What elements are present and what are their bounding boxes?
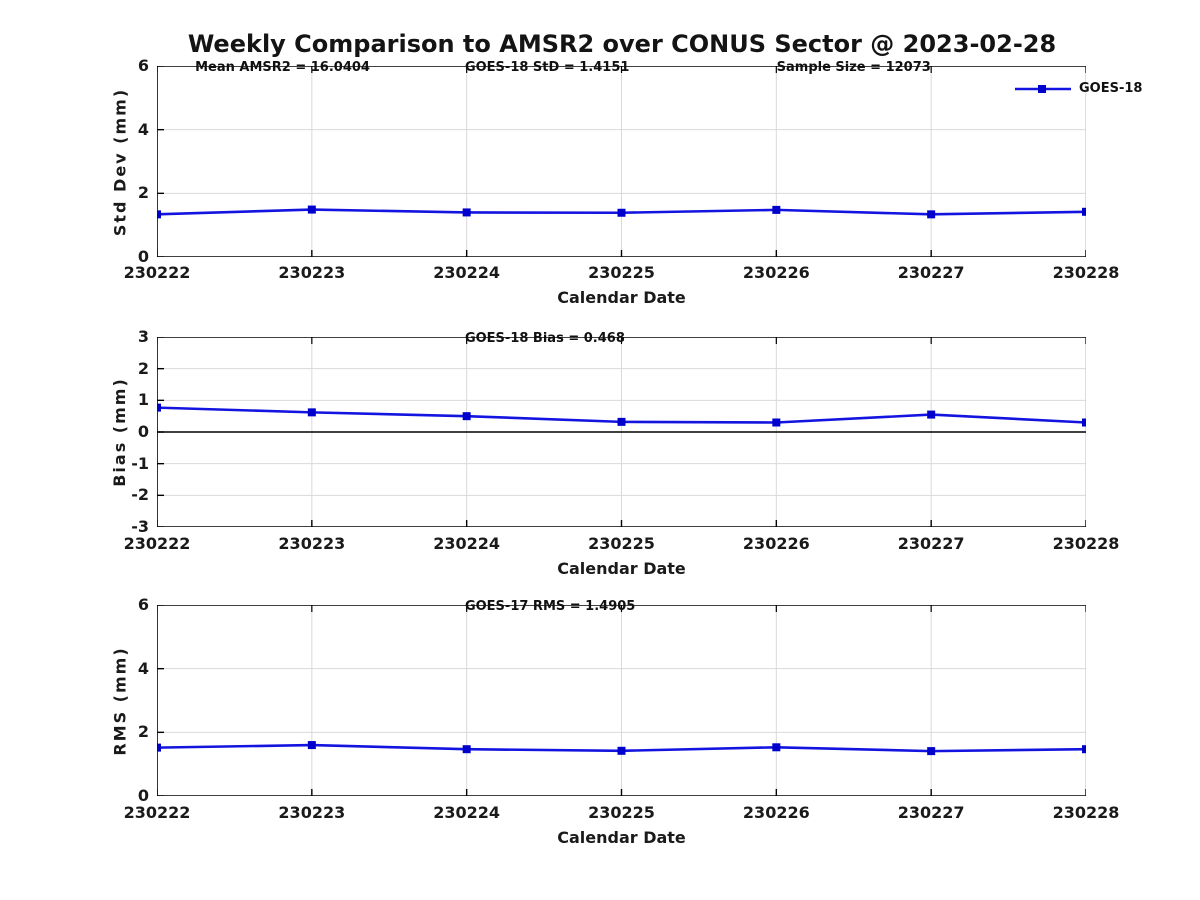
- y-axis-label-0: Std Dev (mm): [110, 87, 129, 236]
- data-marker: [1082, 207, 1086, 216]
- subplot-0-canvas: [157, 66, 1086, 257]
- x-tick-label: 230228: [1052, 534, 1120, 553]
- data-marker: [307, 741, 316, 750]
- data-marker: [307, 205, 316, 214]
- x-tick-label: 230226: [742, 803, 810, 822]
- x-tick-label: 230225: [588, 534, 655, 553]
- y-tick-label: 6: [137, 56, 149, 75]
- data-marker: [927, 210, 936, 219]
- y-tick-label: 2: [137, 358, 149, 378]
- x-tick-label: 230226: [742, 534, 810, 553]
- data-marker: [1082, 418, 1086, 427]
- y-tick-label: 2: [137, 183, 149, 203]
- legend: GOES-18: [1014, 81, 1142, 96]
- y-tick-label: 4: [137, 658, 149, 678]
- subplot-2-canvas: [157, 605, 1086, 796]
- y-tick-label: -3: [131, 517, 149, 536]
- x-tick-label: 230224: [433, 263, 501, 282]
- data-marker: [462, 412, 471, 421]
- figure-title: Weekly Comparison to AMSR2 over CONUS Se…: [187, 30, 1057, 58]
- data-marker: [462, 745, 471, 754]
- x-tick-label: 230225: [588, 263, 655, 282]
- x-tick-label: 230224: [433, 534, 501, 553]
- data-marker: [772, 205, 781, 214]
- data-marker: [617, 746, 626, 755]
- x-tick-label: 230226: [742, 263, 810, 282]
- x-tick-label: 230227: [897, 534, 965, 553]
- data-marker: [772, 743, 781, 752]
- y-tick-label: 3: [137, 327, 149, 346]
- plot-annotation: GOES-17 RMS = 1.4905: [464, 599, 636, 614]
- y-tick-label: 4: [137, 119, 149, 139]
- data-marker: [157, 403, 161, 412]
- x-axis-label-1: Calendar Date: [557, 559, 686, 578]
- subplot-1-canvas: [157, 337, 1086, 527]
- x-tick-label: 230227: [897, 803, 965, 822]
- data-marker: [307, 408, 316, 417]
- y-tick-label: 6: [137, 595, 149, 614]
- data-marker: [927, 410, 936, 419]
- x-tick-label: 230227: [897, 263, 965, 282]
- x-axis-label-0: Calendar Date: [557, 288, 686, 307]
- x-tick-label: 230223: [278, 534, 346, 553]
- plot-annotation: GOES-18 StD = 1.4151: [464, 60, 630, 75]
- data-marker: [772, 418, 781, 427]
- y-tick-label: -2: [131, 485, 149, 505]
- y-tick-label: 0: [137, 247, 149, 266]
- plot-annotation: Mean AMSR2 = 16.0404: [195, 60, 370, 75]
- x-tick-label: 230222: [123, 534, 191, 553]
- legend-label: GOES-18: [1079, 81, 1143, 96]
- plot-annotation: GOES-18 Bias = 0.468: [464, 331, 625, 346]
- data-marker: [157, 210, 161, 219]
- y-axis-label-2: RMS (mm): [110, 645, 129, 756]
- x-tick-label: 230228: [1052, 263, 1120, 282]
- data-marker: [462, 208, 471, 217]
- data-marker: [617, 417, 626, 426]
- x-tick-label: 230223: [278, 263, 346, 282]
- y-axis-label-1: Bias (mm): [110, 377, 129, 487]
- y-tick-label: 1: [137, 390, 149, 410]
- data-marker: [1082, 745, 1086, 754]
- y-tick-label: 0: [137, 786, 149, 805]
- x-tick-label: 230222: [123, 803, 191, 822]
- legend-line-icon: [1015, 84, 1071, 93]
- data-marker: [617, 208, 626, 217]
- data-marker: [157, 743, 161, 752]
- x-tick-label: 230225: [588, 803, 655, 822]
- y-tick-label: 0: [137, 422, 149, 441]
- x-axis-label-2: Calendar Date: [557, 828, 686, 847]
- x-tick-label: 230223: [278, 803, 346, 822]
- x-tick-label: 230222: [123, 263, 191, 282]
- plot-annotation: Sample Size = 12073: [776, 60, 931, 75]
- x-tick-label: 230228: [1052, 803, 1120, 822]
- y-tick-label: -1: [131, 453, 149, 473]
- data-marker: [927, 747, 936, 756]
- x-tick-label: 230224: [433, 803, 501, 822]
- y-tick-label: 2: [137, 722, 149, 742]
